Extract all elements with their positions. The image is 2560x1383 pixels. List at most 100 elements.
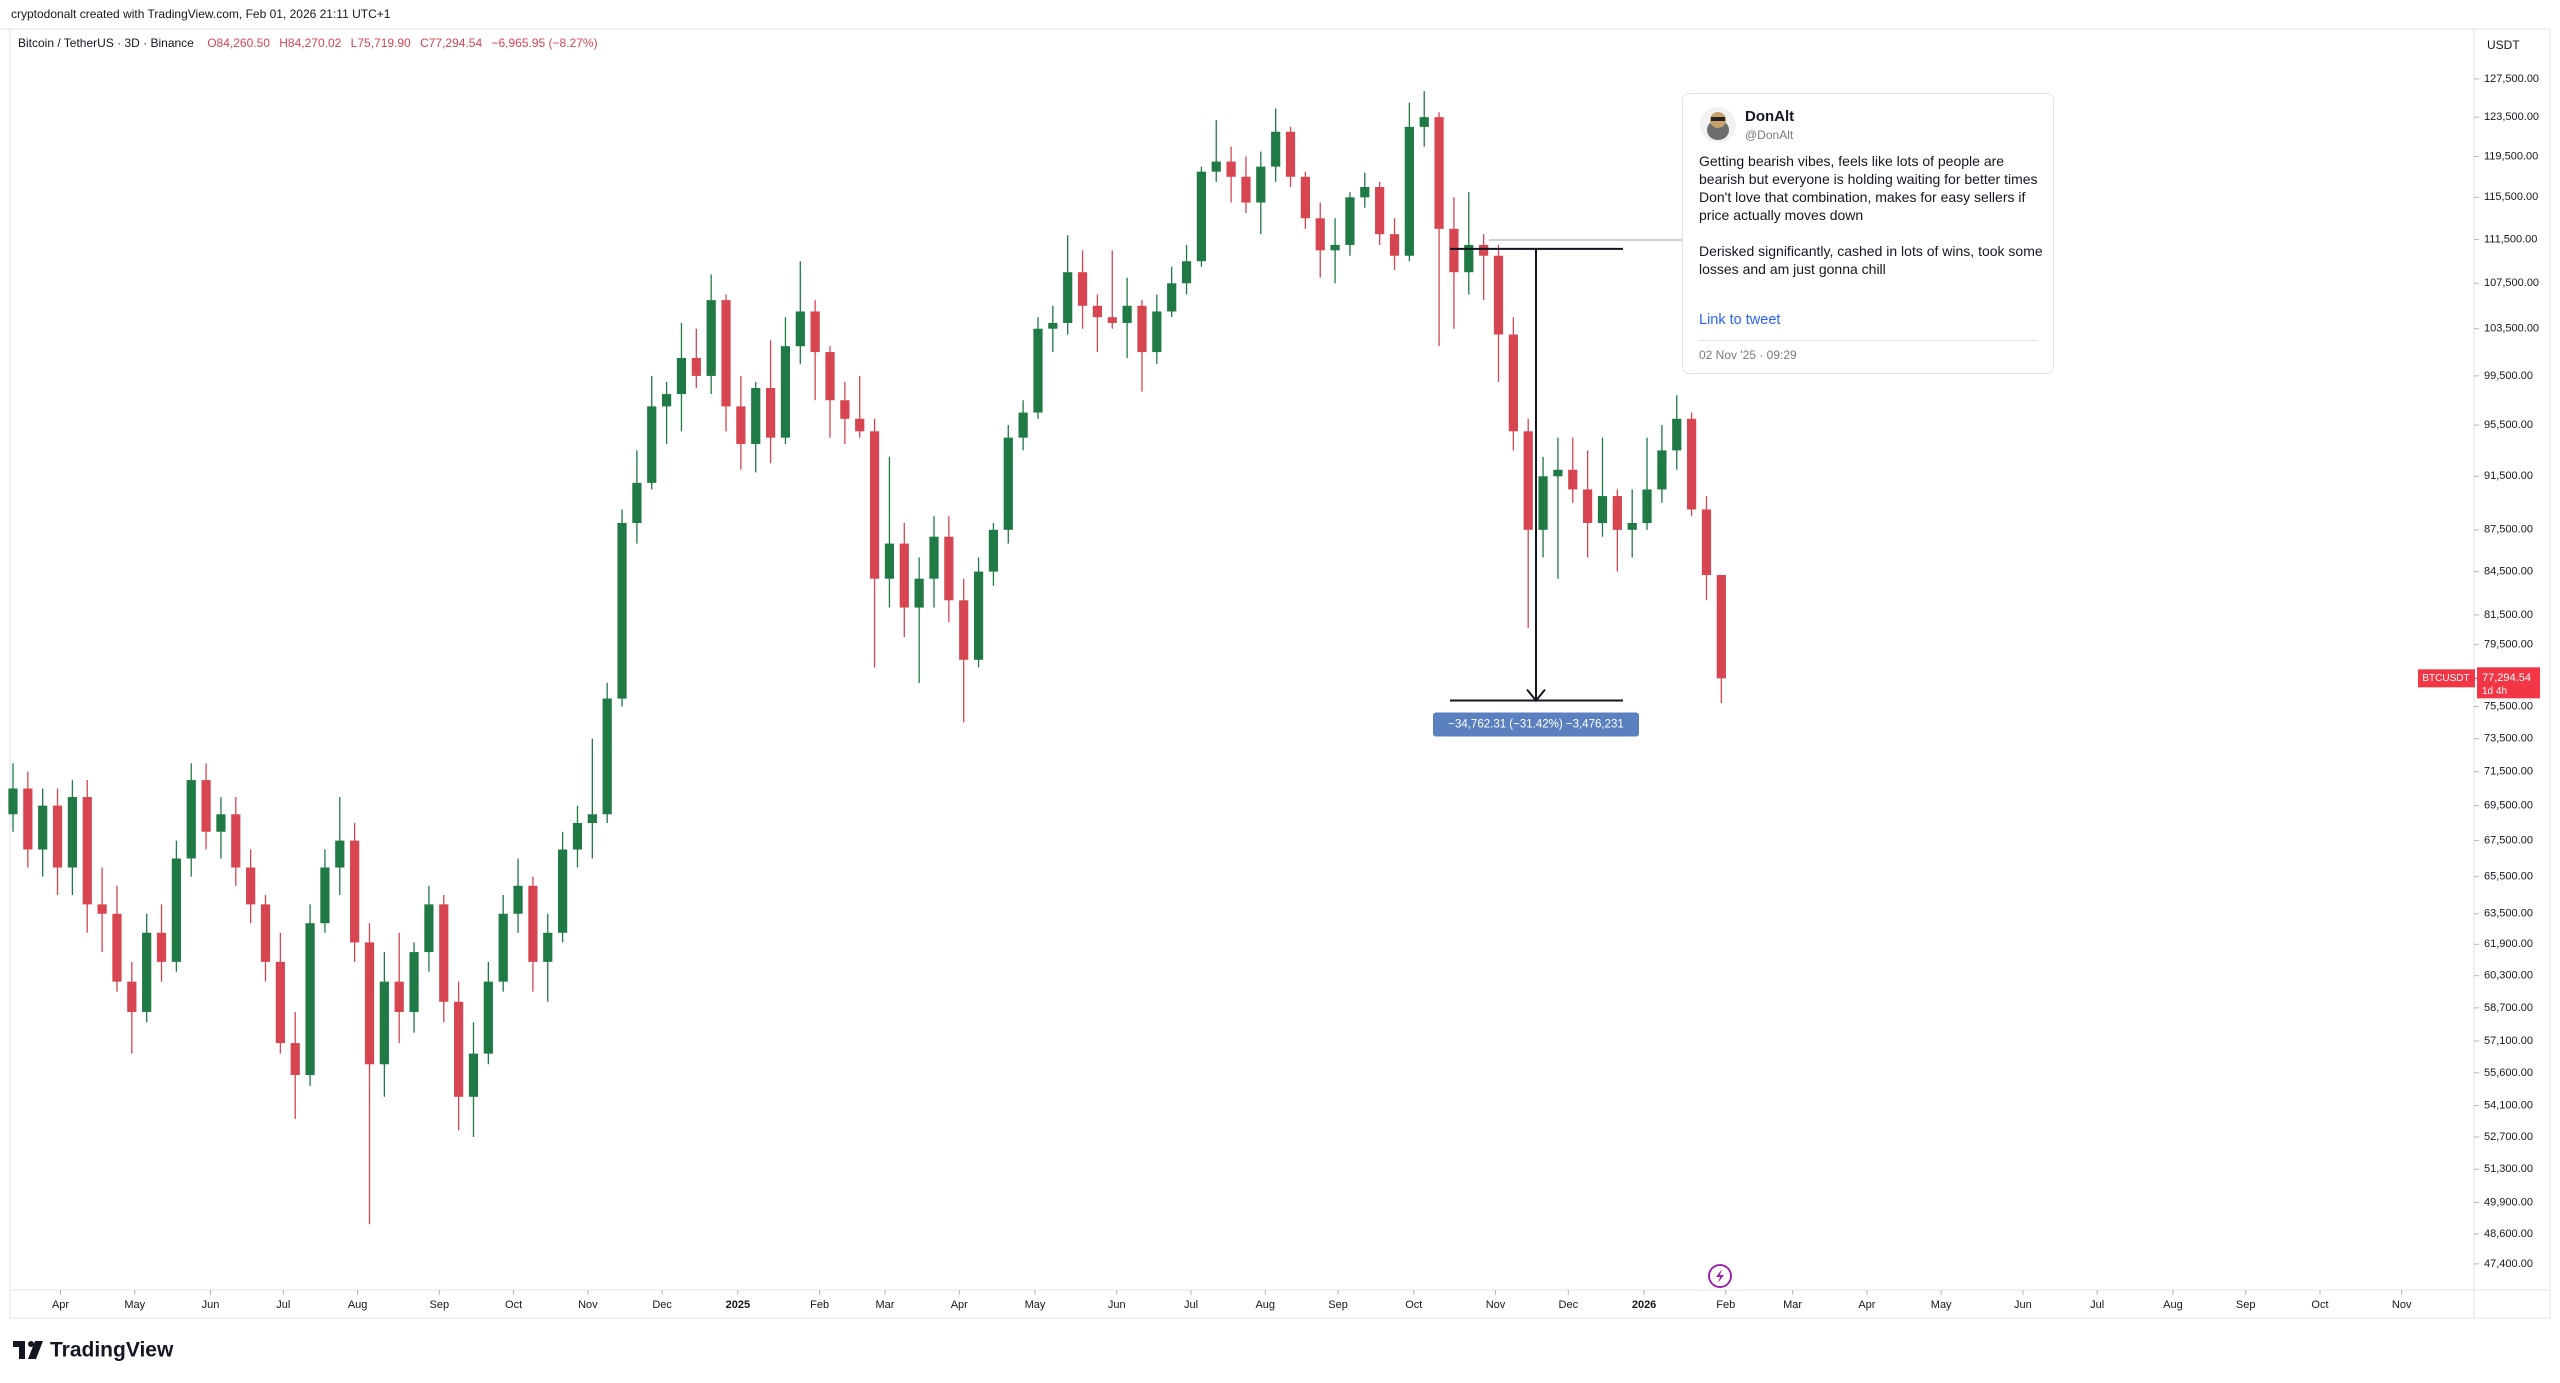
candle-body (1211, 161, 1221, 172)
tweet-date: 02 Nov '25 · 09:29 (1699, 348, 1797, 362)
candle-body (721, 300, 731, 407)
y-tick-label: 54,100.00 (2484, 1100, 2533, 1112)
candle-body (840, 400, 850, 419)
candle-body (364, 942, 375, 1065)
header-change: −6,965.95 (−8.27%) (491, 36, 597, 50)
candle-body (1241, 176, 1251, 203)
x-tick-label: Jun (2014, 1299, 2032, 1311)
y-tick-label: 127,500.00 (2484, 73, 2539, 85)
x-tick-label: Oct (2311, 1299, 2328, 1311)
candle-body (795, 311, 805, 347)
candle-body (988, 529, 999, 572)
tweet-paragraph: Getting bearish vibes, feels like lots o… (1699, 153, 2038, 187)
candle-body (1568, 469, 1578, 490)
candle-body (23, 788, 33, 850)
y-axis-unit: USDT (2487, 38, 2520, 52)
candle-body (899, 543, 909, 608)
header-open: O84,260.50 (207, 36, 270, 50)
y-tick-label: 99,500.00 (2484, 370, 2533, 382)
candle-body (825, 352, 835, 401)
candle-body (8, 788, 18, 815)
candle-body (736, 406, 746, 445)
candle-body (1672, 418, 1682, 451)
candle-body (1642, 489, 1652, 523)
brand-name: TradingView (50, 1339, 174, 1362)
candle-body (335, 840, 345, 868)
candle-body (1657, 450, 1667, 490)
candle-body (290, 1043, 300, 1076)
replay-icon[interactable] (1708, 1264, 1732, 1288)
x-tick-label: Jun (202, 1299, 220, 1311)
candle-body (810, 311, 820, 353)
candle-body (691, 357, 701, 376)
x-tick-label: Dec (1559, 1299, 1579, 1311)
candle-body (1464, 244, 1474, 273)
y-tick-label: 75,500.00 (2484, 700, 2533, 712)
price-tag-price: 77,294.54 (2482, 672, 2531, 684)
candle-body (558, 849, 568, 933)
candle-body (944, 536, 954, 601)
candle-body (1226, 161, 1236, 177)
x-tick-label: May (1931, 1299, 1952, 1311)
x-tick-label: Aug (348, 1299, 368, 1311)
symbol-tag: BTCUSDT (2422, 673, 2469, 684)
candle-body (171, 858, 181, 962)
tweet-card: DonAlt @DonAlt Getting bearish vibes, fe… (1682, 93, 2054, 374)
candle-body (1345, 197, 1355, 245)
y-tick-label: 51,300.00 (2484, 1163, 2533, 1175)
candle-body (186, 780, 196, 859)
candle-body (632, 482, 642, 523)
tweet-link[interactable]: Link to tweet (1699, 312, 1781, 328)
y-tick-label: 73,500.00 (2484, 733, 2533, 745)
tweet-paragraph: Derisked significantly, cashed in lots o… (1699, 243, 2043, 277)
x-tick-label: Feb (810, 1299, 829, 1311)
x-tick-label: Jul (1184, 1299, 1198, 1311)
candle-body (1167, 283, 1177, 312)
candle-body (1315, 218, 1325, 251)
y-tick-label: 103,500.00 (2484, 323, 2539, 335)
y-tick-label: 115,500.00 (2484, 191, 2538, 203)
price-tag-bg (2477, 667, 2540, 699)
tweet-handle: @DonAlt (1745, 128, 1794, 142)
y-tick-label: 119,500.00 (2484, 150, 2538, 162)
x-tick-label: Aug (2163, 1299, 2183, 1311)
candle-body (483, 981, 493, 1054)
candle-body (1538, 476, 1548, 530)
x-tick-label: Jul (276, 1299, 290, 1311)
candle-body (1048, 322, 1058, 329)
y-tick-label: 67,500.00 (2484, 835, 2533, 847)
candle-body (1271, 131, 1281, 167)
candle-body (1077, 272, 1088, 306)
candle-body (706, 300, 716, 376)
candle-body (959, 600, 969, 660)
y-tick-label: 107,500.00 (2484, 277, 2539, 289)
header-close: C77,294.54 (420, 36, 482, 50)
candle-body (424, 904, 434, 953)
measure-arrowhead (1526, 688, 1546, 703)
avatar (1700, 107, 1736, 143)
candle-body (1612, 496, 1622, 530)
candle-body (1330, 244, 1340, 251)
y-tick-label: 87,500.00 (2484, 524, 2533, 536)
candle-body (350, 840, 360, 943)
chart-header: Bitcoin / TetherUS · 3D · Binance O84,26… (18, 36, 598, 50)
x-tick-label: Jun (1108, 1299, 1126, 1311)
logo-mark-3 (28, 1341, 43, 1359)
x-tick-label: Oct (505, 1299, 522, 1311)
candle-body (320, 867, 330, 924)
candle-body (513, 885, 523, 914)
candle-body (1627, 522, 1637, 530)
x-tick-label: Jul (2090, 1299, 2104, 1311)
x-tick-label: Apr (1858, 1299, 1875, 1311)
candle-body (275, 961, 285, 1044)
y-tick-label: 61,900.00 (2484, 938, 2533, 950)
candle-body (765, 388, 776, 438)
candle-body (929, 536, 939, 579)
symbol-tag-bg (2418, 669, 2475, 688)
y-tick-label: 123,500.00 (2484, 111, 2539, 123)
candle-body (379, 981, 389, 1065)
y-tick-label: 84,500.00 (2484, 566, 2533, 578)
candle-body (439, 904, 449, 1002)
candle-body (1137, 305, 1147, 353)
